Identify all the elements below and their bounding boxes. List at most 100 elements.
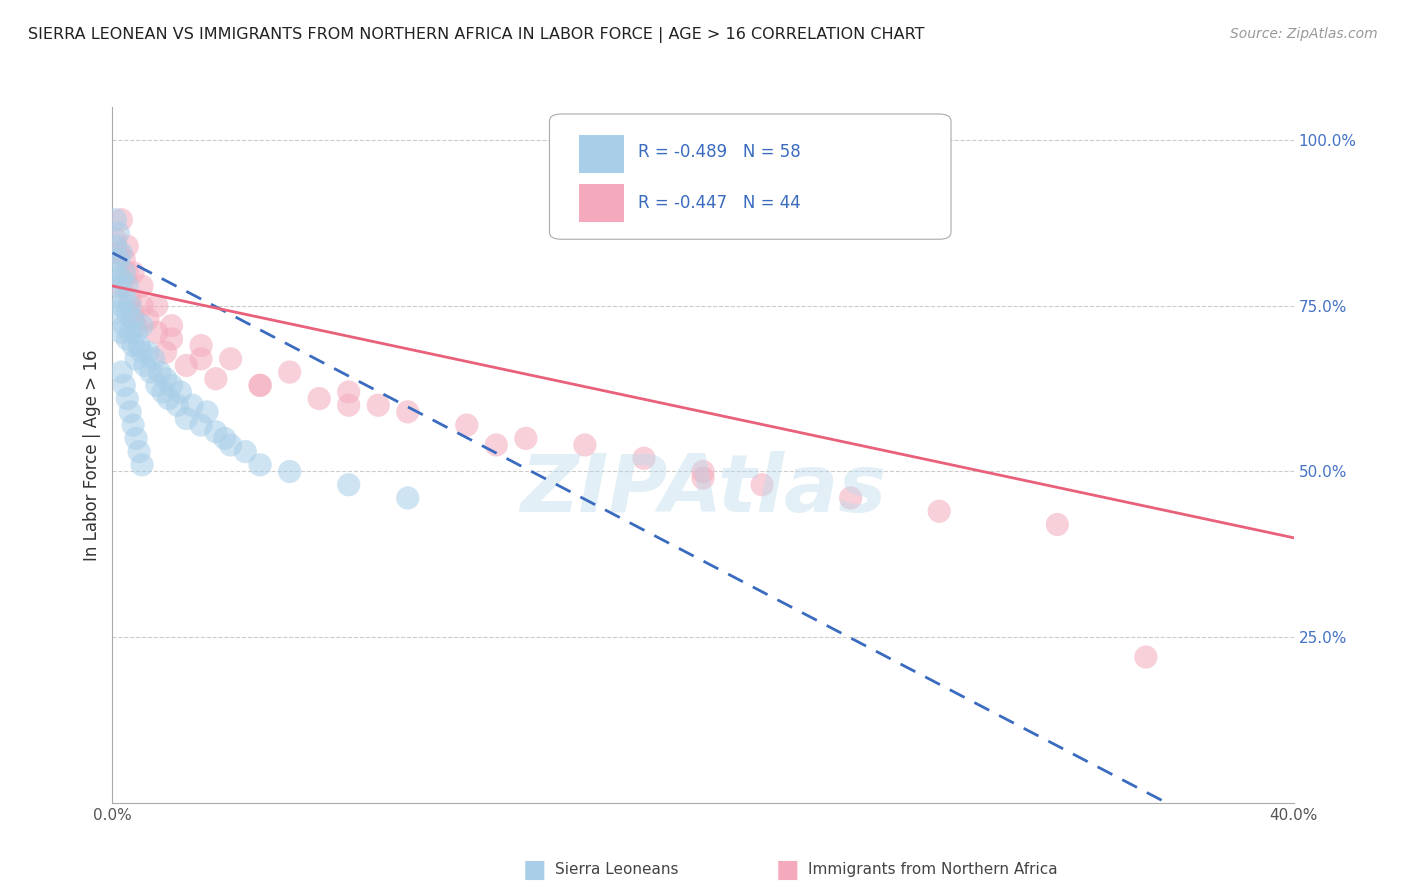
Point <box>190 338 212 352</box>
Point <box>174 411 197 425</box>
Point <box>112 252 135 267</box>
Point <box>122 418 145 433</box>
Point <box>107 279 129 293</box>
Point <box>131 279 153 293</box>
Point <box>110 212 132 227</box>
Text: Immigrants from Northern Africa: Immigrants from Northern Africa <box>808 863 1059 877</box>
Point <box>104 239 127 253</box>
Point <box>219 438 242 452</box>
Point <box>122 312 145 326</box>
Point <box>367 398 389 412</box>
Point <box>190 418 212 433</box>
Point <box>337 477 360 491</box>
Bar <box>579 184 624 222</box>
Point <box>136 312 159 326</box>
Y-axis label: In Labor Force | Age > 16: In Labor Force | Age > 16 <box>83 349 101 561</box>
Point <box>117 279 138 293</box>
Text: ZIPAtlas: ZIPAtlas <box>520 450 886 529</box>
Point <box>110 365 132 379</box>
Point <box>142 351 165 366</box>
Point <box>928 504 950 518</box>
Point <box>110 326 132 340</box>
Point <box>205 372 228 386</box>
Point <box>136 345 159 359</box>
Point <box>104 266 127 280</box>
Text: Sierra Leoneans: Sierra Leoneans <box>555 863 679 877</box>
Point <box>131 318 153 333</box>
Point <box>146 326 169 340</box>
Point <box>112 318 135 333</box>
Point <box>1135 650 1157 665</box>
Point <box>104 212 127 227</box>
Point <box>117 392 138 406</box>
Point <box>120 292 142 306</box>
Point <box>515 431 537 445</box>
Point <box>110 245 132 260</box>
Text: R = -0.447   N = 44: R = -0.447 N = 44 <box>638 194 801 212</box>
Point <box>205 425 228 439</box>
Point <box>125 326 148 340</box>
Point <box>139 365 162 379</box>
Point <box>122 338 145 352</box>
Point <box>152 384 174 399</box>
Point <box>169 384 191 399</box>
Point <box>160 378 183 392</box>
Point <box>337 398 360 412</box>
Point <box>181 398 204 412</box>
Point <box>110 299 132 313</box>
Point <box>190 351 212 366</box>
Point <box>125 351 148 366</box>
Point <box>134 359 156 373</box>
Point <box>751 477 773 491</box>
Text: SIERRA LEONEAN VS IMMIGRANTS FROM NORTHERN AFRICA IN LABOR FORCE | AGE > 16 CORR: SIERRA LEONEAN VS IMMIGRANTS FROM NORTHE… <box>28 27 925 43</box>
Point <box>110 272 132 286</box>
Point <box>107 245 129 260</box>
Point <box>249 378 271 392</box>
Point <box>160 332 183 346</box>
Point <box>112 378 135 392</box>
Point <box>117 266 138 280</box>
Point <box>633 451 655 466</box>
FancyBboxPatch shape <box>550 114 950 239</box>
Point <box>120 326 142 340</box>
Point <box>125 431 148 445</box>
Point <box>122 266 145 280</box>
Point <box>104 233 127 247</box>
Point <box>219 351 242 366</box>
Point <box>456 418 478 433</box>
Point <box>157 392 180 406</box>
Point <box>117 332 138 346</box>
Point <box>131 345 153 359</box>
Text: Source: ZipAtlas.com: Source: ZipAtlas.com <box>1230 27 1378 41</box>
Point <box>107 305 129 319</box>
Point <box>160 318 183 333</box>
Point <box>120 299 142 313</box>
Text: R = -0.489   N = 58: R = -0.489 N = 58 <box>638 144 801 161</box>
Point <box>131 299 153 313</box>
Point <box>131 458 153 472</box>
Point <box>278 365 301 379</box>
Point <box>195 405 218 419</box>
Point <box>574 438 596 452</box>
Point <box>146 378 169 392</box>
Bar <box>579 135 624 173</box>
Point <box>155 372 177 386</box>
Point <box>128 444 150 458</box>
Point <box>396 405 419 419</box>
Point <box>107 252 129 267</box>
Point <box>112 266 135 280</box>
Point <box>166 398 188 412</box>
Point <box>249 458 271 472</box>
Point <box>485 438 508 452</box>
Point <box>117 305 138 319</box>
Point <box>337 384 360 399</box>
Point <box>110 279 132 293</box>
Point <box>107 226 129 240</box>
Point <box>839 491 862 505</box>
Point <box>308 392 330 406</box>
Point <box>396 491 419 505</box>
Point <box>214 431 236 445</box>
Point <box>692 471 714 485</box>
Text: ■: ■ <box>776 858 799 881</box>
Point <box>112 292 135 306</box>
